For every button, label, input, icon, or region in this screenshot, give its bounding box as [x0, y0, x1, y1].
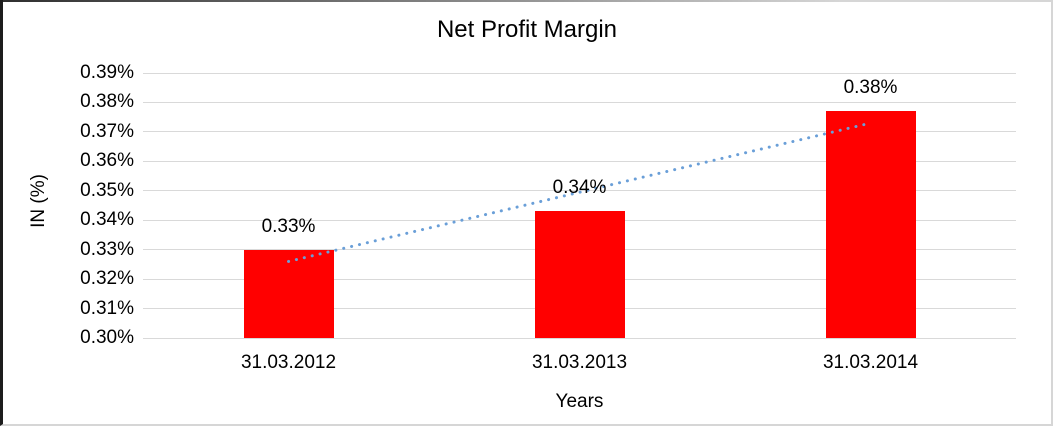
- y-tick-label: 0.39%: [80, 62, 134, 83]
- gridline: [143, 337, 1016, 339]
- gridline: [143, 101, 1016, 103]
- gridline: [143, 160, 1016, 162]
- y-tick-label: 0.33%: [80, 238, 134, 260]
- bar-31.03.2014: [825, 111, 916, 338]
- x-tick-label: 31.03.2012: [240, 352, 337, 373]
- y-tick-label: 0.38%: [80, 91, 134, 113]
- window-border-top: [3, 0, 1051, 2]
- trendline: [287, 121, 872, 263]
- bar-31.03.2012: [243, 249, 334, 338]
- y-tick-label: 0.31%: [80, 297, 134, 319]
- y-tick-label: 0.35%: [80, 179, 134, 201]
- x-tick-label: 31.03.2014: [822, 352, 919, 373]
- y-tick-label: 0.37%: [80, 120, 134, 142]
- bar-31.03.2013: [534, 211, 625, 338]
- y-tick-label: 0.36%: [80, 150, 134, 172]
- bar-value-label: 0.38%: [843, 77, 898, 99]
- y-tick-label: 0.32%: [80, 268, 134, 290]
- x-axis-title: Years: [555, 391, 604, 412]
- x-tick-label: 31.03.2013: [531, 352, 628, 373]
- chart-title: Net Profit Margin: [436, 16, 618, 43]
- gridline: [143, 131, 1016, 133]
- bar-value-label: 0.34%: [552, 177, 607, 199]
- y-tick-label: 0.30%: [80, 327, 134, 348]
- y-tick-label: 0.34%: [80, 209, 134, 231]
- gridline: [143, 72, 1016, 74]
- bar-value-label: 0.33%: [261, 215, 316, 237]
- plot-area: [143, 72, 1016, 339]
